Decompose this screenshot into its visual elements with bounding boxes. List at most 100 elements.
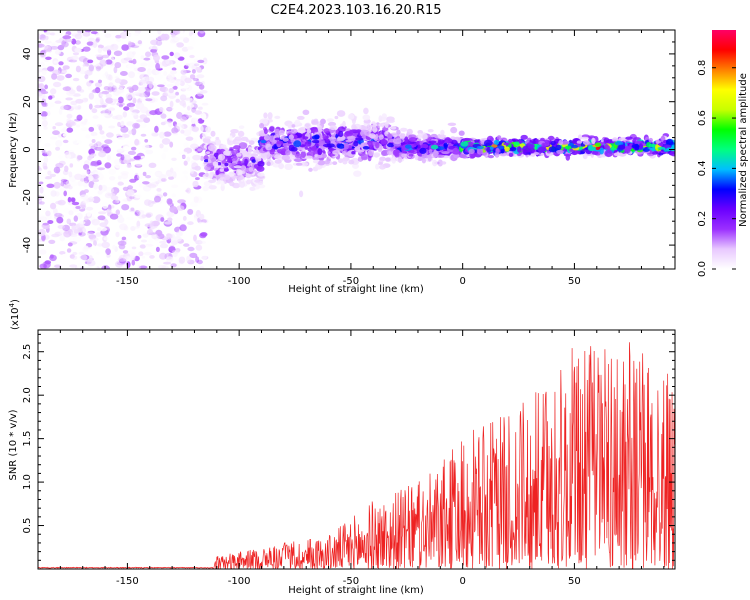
- snr-y-multiplier: (x104): [8, 299, 21, 330]
- spectrogram-cell: [132, 51, 136, 55]
- spectrogram-cell: [195, 177, 200, 181]
- spectrogram-cell: [126, 51, 135, 59]
- spectrogram-cell: [180, 176, 187, 184]
- spectrogram-cell: [556, 149, 564, 154]
- spectrogram-cell: [199, 213, 205, 221]
- spectrogram-cell: [64, 38, 73, 43]
- spectrogram-cell: [441, 151, 450, 155]
- spectrogram-cell: [66, 218, 72, 225]
- spectrogram-cell: [117, 147, 125, 152]
- spectrogram-cell: [75, 65, 81, 73]
- spectrogram-cell: [201, 81, 205, 86]
- spectrogram-cell: [80, 127, 89, 131]
- spectrogram-cell: [604, 149, 613, 158]
- spectrogram-cell: [139, 97, 146, 102]
- spectrogram-cell: [91, 178, 100, 183]
- spectrogram-cell: [139, 122, 147, 129]
- spectrogram-cell: [406, 128, 413, 135]
- spectrogram-cell: [186, 46, 194, 50]
- spectrogram-cell: [186, 105, 191, 111]
- spectrogram-cell: [447, 122, 457, 127]
- spectrogram-cell: [40, 90, 49, 95]
- spectrogram-cell: [629, 143, 633, 149]
- spectrogram-cell: [591, 137, 596, 145]
- spectrogram-cell: [97, 173, 104, 181]
- spectrogram-cell: [140, 239, 148, 243]
- spectrogram-cell: [163, 120, 173, 124]
- spectrogram-cell: [181, 155, 187, 159]
- spectrogram-cell: [151, 91, 160, 96]
- spectrogram-cell: [120, 126, 129, 133]
- spectrogram-cell: [122, 250, 129, 254]
- spectrogram-cell: [353, 170, 362, 177]
- spectrogram-cell: [113, 85, 120, 89]
- spectrogram-cell: [66, 113, 73, 119]
- spectrogram-cell: [378, 134, 384, 141]
- spectrogram-cell: [381, 149, 390, 156]
- spectrogram-cell: [308, 167, 313, 172]
- spectrogram-cell: [182, 170, 189, 175]
- spectrogram-cell: [90, 31, 98, 35]
- spectrogram-cell: [227, 157, 232, 163]
- spectrogram-cell: [164, 167, 171, 172]
- spectrogram-cell: [42, 95, 48, 100]
- spectrogram-cell: [180, 129, 185, 134]
- spectrogram-cell: [69, 181, 78, 187]
- spectrogram-cell: [125, 93, 133, 100]
- spectrogram-cell: [182, 129, 192, 137]
- spectrogram-heatmap: [38, 30, 675, 269]
- spectrogram-cell: [164, 221, 172, 225]
- x-tick-label: 50: [568, 576, 581, 587]
- spectrogram-cell: [69, 233, 78, 237]
- spectrogram-cell: [77, 155, 83, 161]
- spectrogram-cell: [322, 143, 331, 148]
- spectrogram-cell: [88, 175, 94, 182]
- spectrogram-cell: [93, 135, 99, 140]
- spectrogram-cell: [74, 47, 82, 53]
- spectrogram-cell: [76, 40, 81, 45]
- spectrogram-cell: [189, 54, 195, 59]
- spectrogram-cell: [205, 172, 209, 177]
- spectrogram-cell: [458, 130, 465, 136]
- spectrogram-cell: [82, 180, 89, 188]
- spectrogram-cell: [93, 143, 99, 149]
- spectrogram-cell: [347, 113, 355, 120]
- spectrogram-cell: [104, 162, 112, 169]
- spectrogram-cell: [196, 74, 205, 79]
- spectrogram-cell: [78, 181, 82, 186]
- x-tick-label: 0: [459, 276, 465, 287]
- x-tick-label: -150: [116, 276, 139, 287]
- spectrogram-cell: [95, 251, 100, 255]
- spectrogram-cell: [117, 216, 125, 224]
- spectrogram-cell: [231, 149, 239, 155]
- spectrogram-cell: [71, 225, 76, 231]
- spectrogram-cell: [50, 254, 54, 259]
- spectrogram-cell: [133, 139, 141, 146]
- spectrogram-cell: [197, 148, 202, 152]
- spectrogram-cell: [244, 158, 249, 166]
- spectrogram-cell: [324, 160, 330, 165]
- spectrogram-cell: [648, 143, 656, 148]
- snr-panel: -150 -100 -50 0 50 0.5 1.0 1.5 2.0 2.5 Height of…: [8, 299, 676, 596]
- colorbar-tick-label: 0.0: [697, 261, 708, 277]
- spectrogram-cell: [78, 56, 88, 62]
- spectrogram-cell: [167, 118, 173, 123]
- spectrogram-cell: [99, 59, 107, 67]
- spectrogram-cell: [132, 97, 137, 104]
- spectrogram-cell: [103, 146, 111, 154]
- spectrogram-cell: [618, 137, 625, 142]
- spectrogram-cell: [146, 170, 152, 174]
- spectrogram-cell: [61, 40, 66, 47]
- spectrogram-cell: [160, 121, 166, 126]
- spectrogram-cell: [67, 196, 72, 203]
- spectrogram-cell: [133, 155, 142, 160]
- spectrogram-cell: [39, 249, 47, 255]
- spectrogram-cell: [105, 209, 113, 214]
- spectrogram-cell: [98, 150, 107, 158]
- spectrogram-cell: [614, 141, 624, 146]
- spectrogram-cell: [193, 196, 199, 203]
- y-tick-label: 20: [22, 95, 33, 108]
- spectrogram-cell: [147, 68, 152, 76]
- spectrogram-cell: [159, 131, 165, 139]
